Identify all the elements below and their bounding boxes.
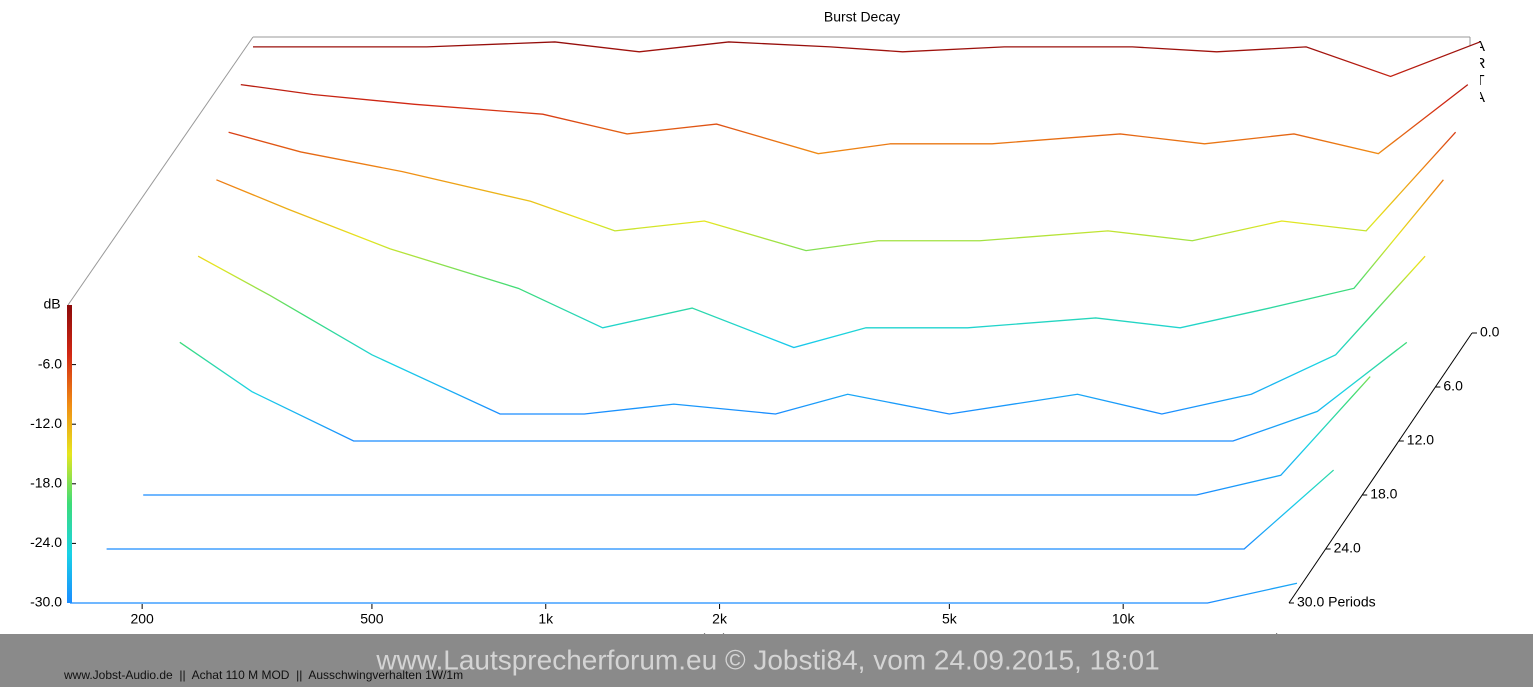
- slice-fill: [106, 470, 1334, 549]
- decay-slice: [197, 255, 1426, 415]
- caption: www.Jobst-Audio.de || Achat 110 M MOD ||…: [63, 668, 463, 682]
- decay-slice: [143, 376, 1371, 496]
- colorbar-label: dB: [43, 296, 60, 312]
- z-tick-label: 24.0: [1334, 540, 1361, 556]
- slice-fill: [179, 342, 1407, 441]
- decay-slice: [70, 582, 1298, 604]
- colorbar-tick-label: -24.0: [30, 534, 62, 550]
- colorbar-tick-label: -30.0: [30, 594, 62, 610]
- decay-slice: [253, 41, 1481, 78]
- slice-fill: [70, 583, 1297, 603]
- footer-bar: [0, 634, 1533, 687]
- slice-fill: [198, 256, 1426, 414]
- decay-slice: [240, 83, 1469, 155]
- z-tick-label: 12.0: [1407, 432, 1434, 448]
- x-tick-label: 10k: [1112, 611, 1136, 627]
- z-tick-label: 18.0: [1370, 486, 1397, 502]
- x-tick-label: 2k: [712, 611, 728, 627]
- z-tick-label: 6.0: [1443, 378, 1463, 394]
- decay-slice: [179, 341, 1408, 442]
- colorbar-tick-label: -12.0: [30, 415, 62, 431]
- decay-slice: [216, 179, 1444, 349]
- slice-fill: [216, 179, 1444, 387]
- z-tick-label: 30.0 Periods: [1297, 594, 1376, 610]
- x-tick-label: 5k: [942, 611, 958, 627]
- z-axis: [1288, 332, 1473, 604]
- x-tick-label: 1k: [538, 611, 554, 627]
- x-tick-label: 500: [360, 611, 384, 627]
- colorbar: [67, 305, 72, 603]
- frame-line: [67, 36, 254, 306]
- watermark: www.Lautsprecherforum.eu © Jobsti84, vom…: [375, 644, 1159, 675]
- x-tick-label: 200: [130, 611, 154, 627]
- colorbar-tick-label: -18.0: [30, 475, 62, 491]
- decay-slice: [228, 131, 1457, 252]
- colorbar-tick-label: -6.0: [38, 355, 62, 371]
- decay-slice: [106, 469, 1335, 550]
- z-tick-label: 0.0: [1480, 324, 1500, 340]
- chart-title: Burst Decay: [824, 9, 900, 25]
